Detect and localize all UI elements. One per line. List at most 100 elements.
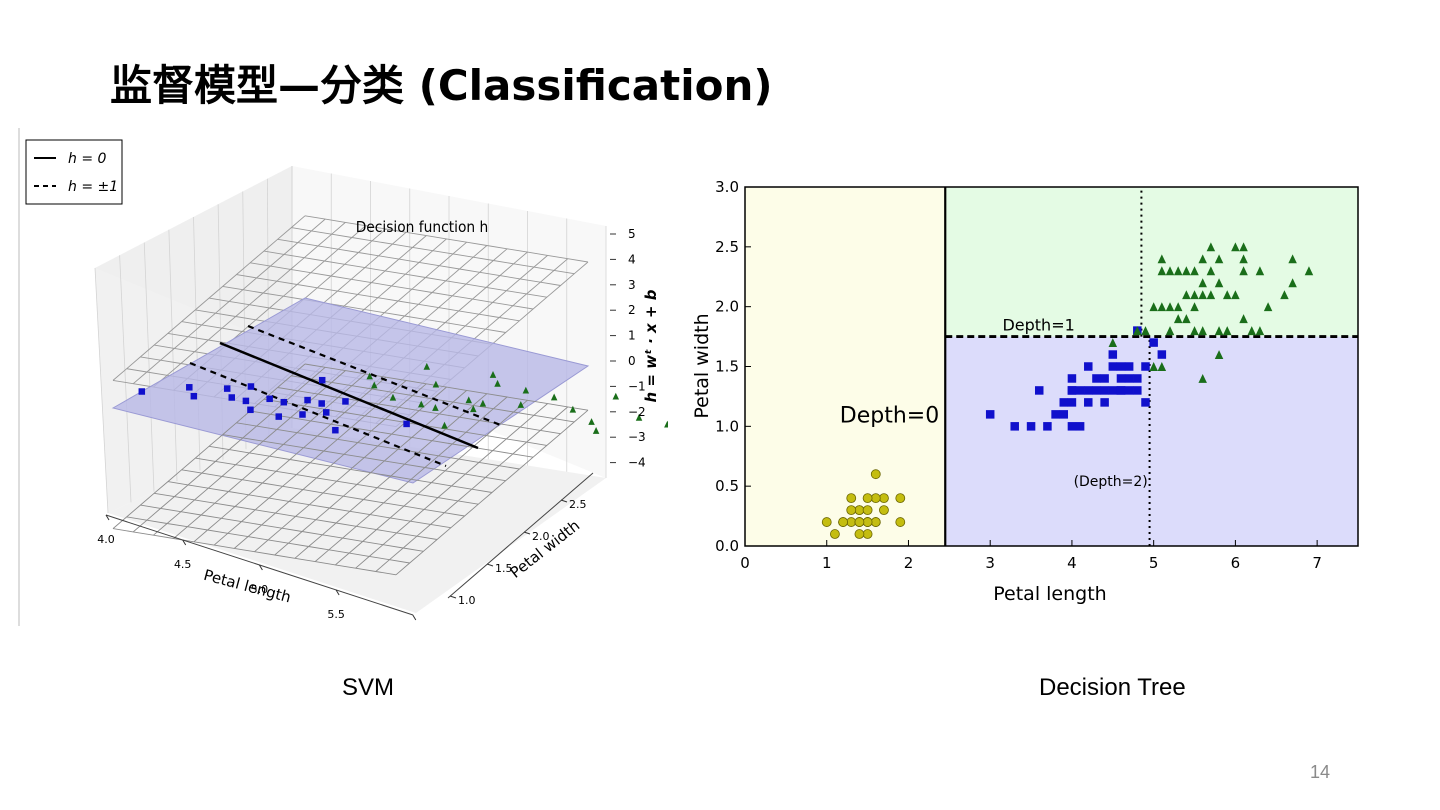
tree-data-point: [870, 493, 881, 504]
tree-data-point: [854, 517, 865, 527]
svm-x-tick: [105, 514, 110, 521]
tree-data-point: [1247, 326, 1256, 336]
tree-data-point: [1100, 386, 1109, 395]
tree-data-point: [870, 517, 881, 527]
svm-data-point: [190, 392, 198, 400]
svm-margin-line-upper: [247, 324, 504, 428]
tree-data-point: [821, 517, 832, 527]
tree-x-tick-label: 2: [904, 554, 914, 572]
tree-y-tick-label: 3.0: [715, 178, 739, 196]
page-number: 14: [1309, 762, 1330, 782]
tree-data-point: [1288, 254, 1297, 264]
svm-x-tick-label: 4.5: [174, 558, 192, 571]
tree-data-point: [1206, 266, 1216, 276]
tree-y-tick-label: 0.0: [715, 537, 739, 555]
tree-data-point: [1173, 314, 1183, 324]
tree-data-point: [1067, 374, 1077, 383]
tree-data-point: [1059, 410, 1069, 419]
tree-data-point: [1067, 386, 1077, 395]
svm-data-point: [275, 413, 282, 420]
svm-data-point: [266, 395, 273, 403]
svm-data-point: [592, 426, 600, 434]
tree-data-point: [1239, 242, 1248, 252]
svm-chart-title: Decision function h: [356, 220, 489, 237]
tree-data-point: [1231, 290, 1240, 300]
tree-y-tick-label: 1.0: [715, 417, 739, 435]
tree-data-point: [862, 493, 873, 504]
tree-data-point: [1059, 398, 1069, 407]
tree-data-point: [1051, 410, 1060, 419]
svm-x-tick: [412, 614, 417, 621]
svm-z-tick-label: 5: [628, 227, 636, 241]
svm-z-tick-label: 3: [628, 278, 636, 292]
tree-data-point: [1182, 314, 1191, 324]
tree-data-point: [1157, 350, 1167, 359]
tree-data-point: [854, 529, 865, 539]
tree-data-point: [1198, 326, 1207, 336]
svm-data-point: [635, 413, 643, 421]
svm-data-point: [465, 396, 472, 404]
svm-z-tick-label: −3: [628, 430, 646, 444]
tree-data-point: [1157, 254, 1167, 264]
tree-data-point: [1133, 386, 1142, 395]
svm-y-tick-label: 2.5: [569, 498, 587, 511]
tree-data-point: [1108, 350, 1118, 359]
svm-data-point: [138, 388, 146, 395]
tree-data-point: [1124, 374, 1134, 383]
tree-data-point: [1157, 362, 1167, 371]
svm-data-point: [228, 394, 235, 401]
tree-region-versicolor: [945, 336, 1358, 546]
tree-data-point: [1173, 266, 1183, 276]
tree-data-point: [1084, 362, 1093, 371]
svm-y-tick-label: 1.0: [458, 594, 476, 607]
svm-y-tick: [486, 563, 494, 567]
tree-data-point: [1043, 422, 1052, 431]
tree-x-tick-label: 4: [1067, 554, 1077, 572]
svm-z-tick-label: −1: [628, 379, 646, 393]
tree-data-point: [1231, 242, 1240, 252]
tree-data-point: [1133, 374, 1142, 383]
tree-data-point: [1084, 398, 1093, 407]
svm-data-point: [569, 405, 577, 413]
tree-data-point: [838, 517, 848, 527]
tree-data-point: [1190, 326, 1199, 336]
tree-data-point: [1214, 254, 1224, 264]
tree-data-point: [1092, 374, 1101, 383]
tree-y-tick-label: 1.5: [715, 358, 739, 376]
tree-data-point: [862, 517, 873, 527]
svm-data-point: [418, 400, 425, 408]
svm-data-point: [522, 386, 530, 394]
svm-z-tick-label: 1: [628, 329, 636, 343]
tree-data-point: [1206, 290, 1216, 300]
svm-y-tick: [560, 499, 568, 503]
tree-data-point: [1173, 302, 1183, 312]
tree-x-tick-label: 7: [1312, 554, 1322, 572]
svm-z-tick-label: −4: [628, 456, 646, 470]
tree-data-point: [1222, 290, 1232, 300]
svm-x-tick: [258, 564, 263, 571]
tree-x-tick-label: 1: [822, 554, 832, 572]
tree-data-point: [854, 505, 865, 516]
tree-data-point: [1165, 302, 1175, 312]
tree-data-point: [1116, 362, 1126, 371]
svm-data-point: [423, 362, 431, 370]
svm-x-tick: [335, 589, 340, 596]
tree-data-point: [895, 517, 906, 527]
tree-data-point: [1149, 338, 1158, 347]
svm-z-tick-label: 0: [628, 354, 636, 368]
svm-data-point: [389, 393, 397, 401]
tree-data-point: [1100, 374, 1109, 383]
svm-caption: SVM: [342, 674, 395, 701]
svm-data-point: [280, 398, 288, 406]
tree-data-point: [1100, 398, 1109, 407]
svm-y-tick-label: 1.5: [495, 562, 513, 575]
svm-data-point: [342, 398, 349, 405]
svm-data-point: [517, 401, 525, 408]
svm-data-point: [664, 420, 668, 428]
tree-data-point: [1222, 326, 1232, 336]
tree-x-tick-label: 3: [985, 554, 995, 572]
tree-data-point: [1067, 422, 1077, 431]
tree-y-tick-label: 2.5: [715, 238, 739, 256]
tree-data-point: [1165, 326, 1175, 336]
svm-x-tick-label: 4.0: [97, 533, 115, 546]
